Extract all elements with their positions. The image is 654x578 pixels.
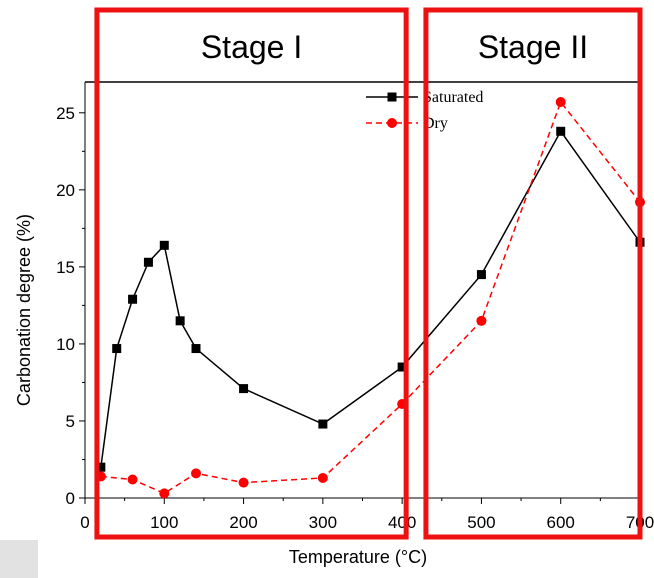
data-point-dry <box>317 472 328 483</box>
data-point-saturated <box>159 240 169 250</box>
x-tick-label: 100 <box>150 513 178 532</box>
legend: Saturated Dry <box>366 89 483 132</box>
data-point-dry <box>191 468 201 479</box>
y-axis-title: Carbonation degree (%) <box>14 214 34 406</box>
x-tick-label: 400 <box>388 513 416 532</box>
data-point-saturated <box>476 270 486 280</box>
stage-label: Stage II <box>478 29 588 65</box>
legend-marker-dry <box>387 118 397 128</box>
y-tick-label: 5 <box>66 412 75 431</box>
y-tick-label: 25 <box>56 104 75 123</box>
legend-marker-saturated <box>387 92 397 102</box>
stage-label: Stage I <box>201 29 302 65</box>
stage-box <box>423 7 643 540</box>
corner-swatch <box>0 540 38 578</box>
data-point-saturated <box>318 419 328 429</box>
x-axis-title: Temperature (°C) <box>289 547 427 567</box>
y-tick-label: 20 <box>56 181 75 200</box>
x-tick-label: 600 <box>547 513 575 532</box>
data-point-saturated <box>191 344 201 354</box>
legend-label-dry: Dry <box>423 115 448 132</box>
data-point-saturated <box>239 384 249 394</box>
stage-box <box>94 7 409 540</box>
x-tick-label: 0 <box>80 513 89 532</box>
series-line-dry <box>100 100 641 495</box>
data-point-dry <box>238 477 249 488</box>
y-tick-label: 0 <box>66 489 75 508</box>
legend-label-saturated: Saturated <box>423 89 483 106</box>
data-point-dry <box>476 315 487 326</box>
data-point-saturated <box>128 294 138 304</box>
data-point-saturated <box>96 462 106 472</box>
data-point-dry <box>127 474 138 485</box>
data-point-dry <box>555 97 566 108</box>
x-tick-label: 300 <box>309 513 337 532</box>
series-line-saturated <box>100 129 641 468</box>
data-point-saturated <box>556 126 566 136</box>
data-point-dry <box>159 488 170 499</box>
series-layer <box>95 97 645 499</box>
data-point-saturated <box>397 362 407 372</box>
data-point-saturated <box>175 316 185 326</box>
x-tick-label: 500 <box>467 513 495 532</box>
data-point-saturated <box>112 344 122 354</box>
y-tick-label: 10 <box>56 335 75 354</box>
x-tick-label: 200 <box>229 513 257 532</box>
data-point-saturated <box>143 257 153 267</box>
stage-annotations: Stage I Stage II <box>94 7 643 540</box>
y-tick-label: 15 <box>56 258 75 277</box>
